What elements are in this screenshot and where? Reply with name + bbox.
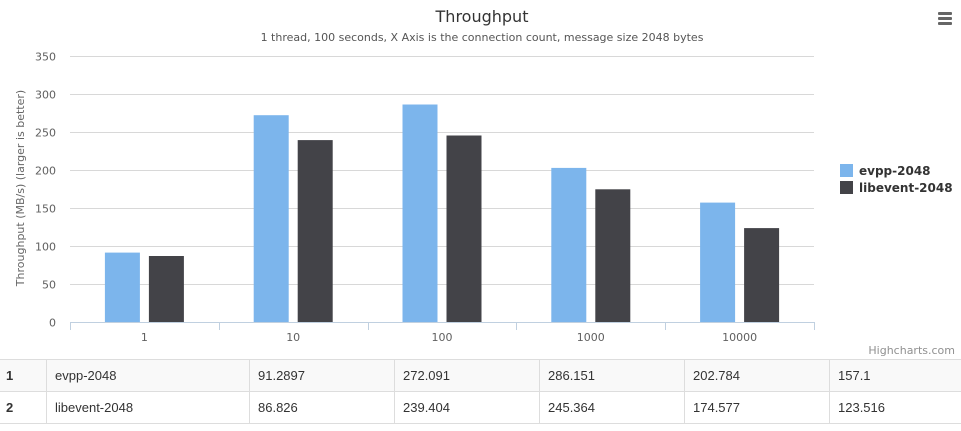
bar-evpp-2048-10 bbox=[253, 115, 289, 322]
table-cell: 174.577 bbox=[684, 391, 830, 424]
x-tick-label: 1 bbox=[141, 331, 148, 344]
x-tick-label: 100 bbox=[432, 331, 453, 344]
bar-libevent-2048-1000 bbox=[595, 189, 631, 322]
legend-swatch bbox=[840, 164, 853, 177]
legend-label: libevent-2048 bbox=[859, 181, 953, 195]
y-tick-label: 100 bbox=[35, 241, 56, 254]
axes: 0 50 100 150 200 250 300 350 1 10 100 1000 10000 bbox=[35, 51, 815, 344]
x-tick-label: 1000 bbox=[577, 331, 605, 344]
y-tick-label: 300 bbox=[35, 89, 56, 102]
throughput-chart: Throughput 1 thread, 100 seconds, X Axis… bbox=[14, 7, 953, 344]
y-tick-label: 350 bbox=[35, 51, 56, 64]
y-tick-label: 200 bbox=[35, 165, 56, 178]
y-axis-label: Throughput (MB/s) (larger is better) bbox=[14, 90, 27, 287]
bar-libevent-2048-10 bbox=[297, 140, 333, 322]
chart-container: Throughput 1 thread, 100 seconds, X Axis… bbox=[14, 7, 955, 357]
table-cell: 286.151 bbox=[539, 359, 685, 392]
table-cell: 272.091 bbox=[394, 359, 540, 392]
credits-link[interactable]: Highcharts.com bbox=[868, 344, 955, 357]
data-table: 1 evpp-2048 91.2897 272.091 286.151 202.… bbox=[0, 359, 961, 424]
y-tick-label: 150 bbox=[35, 203, 56, 216]
bars bbox=[104, 104, 780, 322]
table-cell: 123.516 bbox=[829, 391, 961, 424]
row-name: evpp-2048 bbox=[46, 359, 250, 392]
chart-title: Throughput bbox=[435, 7, 529, 26]
y-tick-label: 0 bbox=[49, 317, 56, 330]
table-cell: 239.404 bbox=[394, 391, 540, 424]
bar-evpp-2048-1000 bbox=[551, 167, 587, 322]
bar-libevent-2048-1 bbox=[148, 256, 184, 322]
row-index: 1 bbox=[0, 359, 47, 392]
bar-libevent-2048-100 bbox=[446, 135, 482, 322]
table-cell: 202.784 bbox=[684, 359, 830, 392]
grid-lines bbox=[70, 56, 814, 285]
chart-subtitle: 1 thread, 100 seconds, X Axis is the con… bbox=[261, 31, 704, 44]
y-tick-label: 50 bbox=[42, 279, 56, 292]
legend-label: evpp-2048 bbox=[859, 164, 931, 178]
chart-menu-button[interactable] bbox=[935, 10, 955, 26]
bar-evpp-2048-1 bbox=[104, 252, 140, 322]
table-cell: 91.2897 bbox=[249, 359, 395, 392]
bar-evpp-2048-100 bbox=[402, 104, 438, 322]
bar-libevent-2048-10000 bbox=[744, 228, 780, 322]
x-tick-label: 10000 bbox=[722, 331, 757, 344]
table-cell: 86.826 bbox=[249, 391, 395, 424]
table-cell: 245.364 bbox=[539, 391, 685, 424]
row-name: libevent-2048 bbox=[46, 391, 250, 424]
y-tick-label: 250 bbox=[35, 127, 56, 140]
legend: evpp-2048 libevent-2048 bbox=[840, 164, 953, 195]
row-index: 2 bbox=[0, 391, 47, 424]
x-tick-label: 10 bbox=[286, 331, 300, 344]
table-cell: 157.1 bbox=[829, 359, 961, 392]
table-row: 2 libevent-2048 86.826 239.404 245.364 1… bbox=[0, 391, 961, 424]
bar-evpp-2048-10000 bbox=[700, 202, 736, 322]
legend-swatch bbox=[840, 181, 853, 194]
table-row: 1 evpp-2048 91.2897 272.091 286.151 202.… bbox=[0, 359, 961, 392]
